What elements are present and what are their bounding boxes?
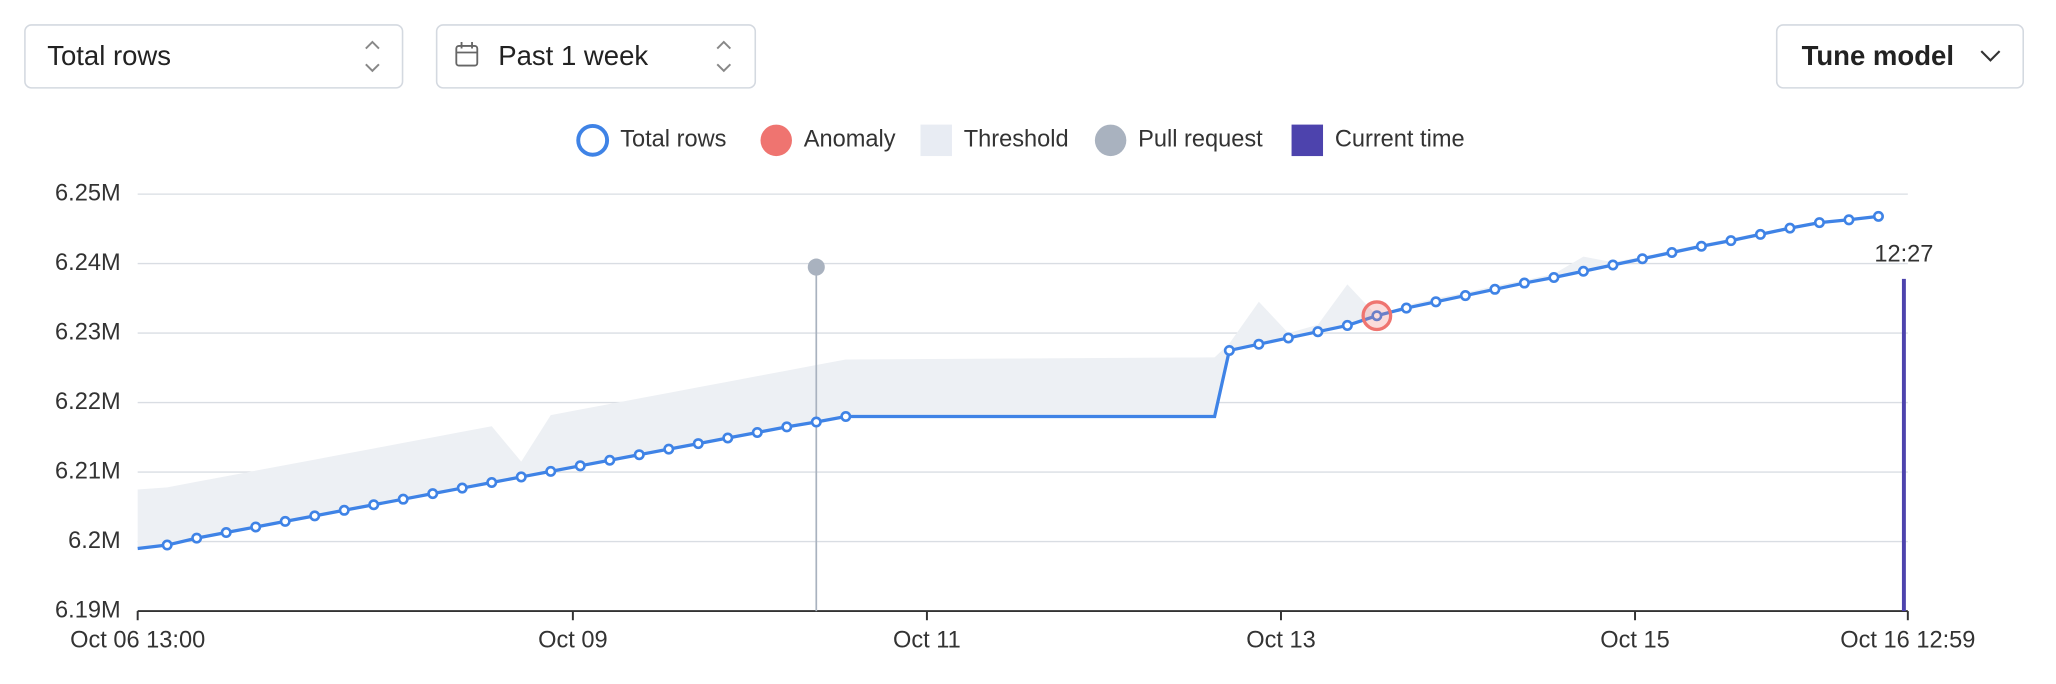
data-point [545, 465, 557, 477]
x-tick-label: Oct 11 [893, 627, 961, 653]
data-point [1725, 235, 1737, 247]
legend-label: Threshold [964, 127, 1069, 153]
data-point [1666, 246, 1678, 258]
select-text[interactable]: Past 1 week [498, 40, 648, 71]
data-point [1341, 319, 1353, 331]
data-point [1459, 290, 1471, 302]
y-tick-label: 6.19M [55, 597, 121, 623]
data-point [574, 460, 586, 472]
chevron [716, 40, 732, 73]
x-tick-label: Oct 09 [538, 627, 608, 653]
data-point [1371, 310, 1383, 322]
current-time-label: 12:27 [1874, 242, 1933, 268]
data-point [1518, 277, 1530, 289]
data-point [751, 426, 763, 438]
data-point [1813, 217, 1825, 229]
y-tick-label: 6.25M [55, 180, 121, 206]
pull-request-dot [807, 258, 825, 276]
select-box[interactable] [435, 24, 757, 89]
legend-swatch [576, 123, 610, 157]
current-time-bar [1901, 278, 1906, 612]
data-point [1843, 214, 1855, 226]
metric-select[interactable]: Total rows [24, 24, 404, 89]
data-point [604, 454, 616, 466]
data-point [1400, 302, 1412, 314]
data-point [279, 515, 291, 527]
y-tick-label: 6.23M [55, 319, 121, 345]
legend-label: Pull request [1138, 127, 1263, 153]
data-point [368, 499, 380, 511]
select-box[interactable] [24, 24, 404, 89]
button-text[interactable]: Tune model [1802, 40, 1954, 71]
data-point [515, 471, 527, 483]
y-tick-label: 6.22M [55, 389, 121, 415]
data-point [633, 449, 645, 461]
legend-label: Total rows [620, 127, 726, 153]
data-point [1548, 271, 1560, 283]
data-point [220, 527, 232, 539]
select-text[interactable]: Total rows [47, 40, 171, 71]
data-point [427, 488, 439, 500]
data-point [1430, 296, 1442, 308]
range-select[interactable]: Past 1 week [435, 24, 757, 89]
data-point [1636, 253, 1648, 265]
legend-label: Anomaly [804, 127, 896, 153]
data-point [250, 521, 262, 533]
data-point [1282, 332, 1294, 344]
y-tick-label: 6.24M [55, 250, 121, 276]
anomaly-marker [1361, 300, 1393, 332]
data-point [191, 532, 203, 544]
legend-swatch [760, 124, 792, 157]
data-point [338, 504, 350, 516]
data-point [397, 493, 409, 505]
button-box[interactable] [1775, 24, 2025, 89]
data-point [1607, 259, 1619, 271]
legend-swatch [1094, 124, 1127, 157]
legend-label: Current time [1335, 127, 1465, 153]
data-point [722, 432, 734, 444]
data-point [1695, 240, 1707, 252]
calendar-icon [456, 41, 478, 54]
legend-swatch [1291, 124, 1324, 157]
x-tick-label: Oct 15 [1600, 627, 1670, 653]
data-point [486, 476, 498, 489]
data-point [1489, 283, 1501, 295]
y-tick-label: 6.21M [55, 458, 121, 484]
data-point [692, 438, 704, 450]
x-tick-label: Oct 16 12:59 [1840, 627, 1975, 653]
data-point [781, 421, 793, 433]
data-point [1253, 338, 1265, 350]
legend-swatch [920, 124, 952, 157]
data-point [161, 539, 173, 551]
data-point [1577, 265, 1589, 277]
data-point [810, 416, 822, 428]
data-point [1312, 326, 1324, 338]
chevron [1980, 50, 2001, 62]
data-point [840, 410, 852, 422]
x-tick-label: Oct 06 13:00 [70, 627, 205, 653]
tune-button[interactable]: Tune model [1775, 24, 2025, 89]
data-point [456, 482, 468, 494]
data-point [1872, 210, 1884, 222]
data-point [1754, 228, 1766, 240]
data-point [1784, 222, 1796, 234]
data-point [309, 510, 321, 522]
calendar-icon [455, 45, 479, 67]
chevron [365, 40, 380, 73]
threshold-area [137, 214, 1879, 549]
data-point [663, 443, 675, 455]
data-point [1223, 344, 1235, 356]
y-tick-label: 6.2M [68, 528, 120, 554]
x-tick-label: Oct 13 [1246, 627, 1316, 653]
